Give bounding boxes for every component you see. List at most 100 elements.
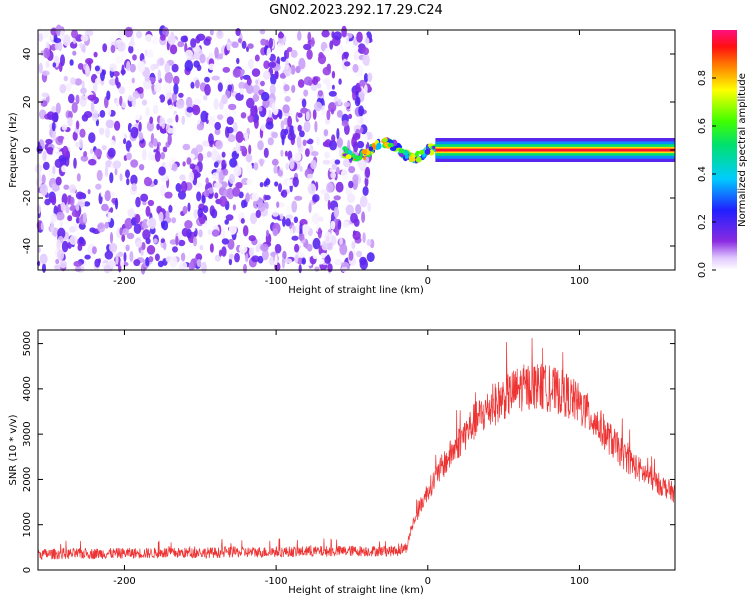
- colorbar: 0.0 0.2 0.4 0.6 0.8 Normalized spectral ampl…: [697, 30, 748, 278]
- spectrogram-cell: [75, 120, 80, 130]
- spectrogram-cell: [148, 172, 157, 179]
- spectrogram-cell: [57, 227, 66, 239]
- spectrogram-cell: [61, 240, 69, 253]
- spectrogram-cell: [225, 214, 234, 221]
- spectrogram-cell: [137, 86, 144, 94]
- spectrogram-cell: [307, 183, 317, 195]
- spectrogram-cell: [55, 102, 61, 115]
- spectrogram-cell: [181, 115, 185, 125]
- spectrogram-cell: [39, 253, 48, 265]
- spectrogram-cell: [297, 251, 305, 258]
- spectrogram-cell: [229, 158, 238, 168]
- spectrogram-cell: [312, 249, 318, 260]
- spectrogram-cell: [157, 69, 161, 81]
- spectrogram-cell: [278, 32, 284, 39]
- spectrogram-cell: [69, 59, 74, 66]
- spectrogram-cell: [213, 98, 219, 110]
- spectrogram-cell: [409, 157, 416, 162]
- spectrogram-cell: [217, 155, 222, 161]
- spectrogram-cell: [298, 232, 305, 241]
- spectrogram-cell: [251, 68, 261, 77]
- spectrogram-cell: [112, 71, 120, 77]
- colorbar-tick-label: 0.4: [697, 166, 708, 182]
- spectrogram-cell: [175, 183, 182, 192]
- spectrogram-cell: [108, 242, 118, 253]
- spectrogram-cell: [192, 236, 198, 247]
- spectrogram-cell: [355, 204, 362, 215]
- spectrogram-cell: [311, 213, 320, 225]
- spectrogram-cell: [280, 149, 284, 157]
- spectrogram-cell: [348, 166, 356, 174]
- spectrogram-cell: [84, 254, 91, 260]
- spectrogram-cell: [75, 217, 80, 224]
- spectrogram-cell: [236, 57, 240, 65]
- spectrogram-cell: [76, 173, 81, 182]
- spectrogram-cell: [203, 95, 208, 101]
- spectrogram-cell: [208, 63, 216, 71]
- spectrogram-cell: [226, 41, 231, 51]
- spectrogram-cell: [404, 150, 410, 155]
- spectrogram-cell: [198, 229, 203, 238]
- spectrogram-cell: [336, 110, 343, 118]
- spectrogram-cell: [119, 227, 123, 236]
- spectrogram-cell: [124, 26, 133, 38]
- spectrogram-cell: [133, 223, 142, 234]
- spectrogram-cell: [117, 41, 126, 52]
- spectrogram-cell: [63, 184, 70, 190]
- spectrogram-cell: [162, 220, 169, 231]
- spectrogram-cell: [202, 140, 210, 147]
- spectrogram-cell: [277, 169, 283, 177]
- spectrogram-cell: [257, 77, 261, 86]
- spectrogram-cell: [184, 49, 194, 59]
- spectrogram-cell: [317, 90, 323, 97]
- spectrogram-cell: [268, 61, 277, 68]
- spectrogram-cell: [278, 183, 282, 193]
- spectrogram-cell: [119, 173, 123, 182]
- spectrogram-cell: [194, 50, 200, 60]
- spectrogram-cell: [213, 182, 223, 189]
- spectrogram-cell: [359, 195, 368, 208]
- spectrogram-cell: [185, 96, 193, 108]
- spectrogram-cell: [69, 226, 76, 233]
- spectrogram-cell: [238, 81, 246, 90]
- spectrogram-cell: [285, 162, 290, 171]
- spectrogram-cell: [37, 32, 44, 42]
- spectrogram-cell: [122, 228, 129, 236]
- spectrogram-cell: [358, 105, 364, 117]
- spectrogram-cell: [294, 254, 299, 264]
- spectrogram-cell: [257, 255, 264, 264]
- spectrogram-cell: [120, 132, 125, 141]
- spectrogram-cell: [367, 202, 372, 212]
- spectrogram-cell: [89, 227, 96, 233]
- spectrogram-cell: [41, 70, 50, 76]
- spectrogram-cell: [284, 96, 291, 103]
- spectrogram-cell: [201, 194, 206, 204]
- spectrogram-cell: [227, 134, 236, 143]
- spectrogram-cell: [352, 63, 359, 73]
- spectrogram-cell: [170, 200, 177, 207]
- spectrogram-cell: [258, 106, 263, 112]
- spectrogram-cell: [79, 128, 86, 138]
- y-tick-label: 40: [22, 48, 33, 61]
- spectrogram-cell: [214, 121, 221, 131]
- spectrogram-cell: [348, 113, 353, 120]
- spectrogram-cell: [274, 181, 279, 187]
- spectrogram-cell: [196, 123, 204, 131]
- spectrogram-cell: [45, 138, 53, 145]
- spectrogram-cell: [368, 146, 374, 152]
- spectrogram-cell: [240, 112, 247, 119]
- spectrogram-cell: [324, 48, 330, 57]
- spectrogram-cell: [243, 263, 247, 274]
- spectrogram-cell: [173, 75, 180, 85]
- spectrogram-cell: [299, 166, 303, 172]
- spectrogram-cell: [85, 64, 90, 74]
- spectrogram-cell: [363, 116, 370, 122]
- spectrogram-cell: [209, 243, 214, 253]
- spectrogram-cell: [208, 133, 214, 145]
- spectrogram-cell: [74, 266, 82, 272]
- spectrogram-cell: [310, 159, 317, 170]
- snr-background: [38, 330, 675, 570]
- spectrogram-cell: [55, 258, 60, 265]
- spectrogram-cell: [283, 258, 293, 264]
- tone-band: [435, 148, 675, 152]
